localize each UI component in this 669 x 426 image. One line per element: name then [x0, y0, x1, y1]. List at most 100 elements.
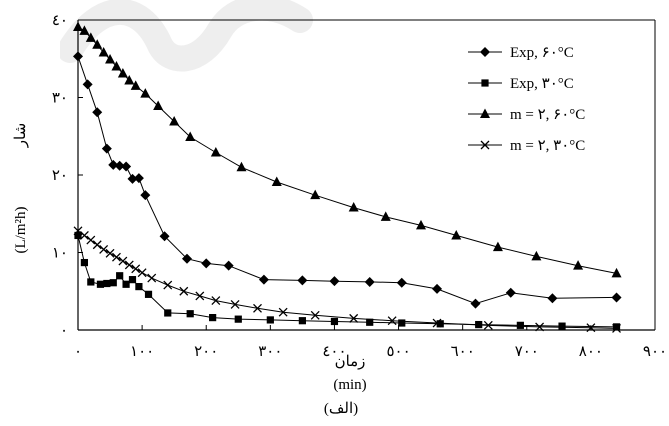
data-point — [179, 286, 189, 296]
data-point — [186, 310, 194, 318]
data-point — [159, 231, 170, 242]
data-point — [137, 268, 147, 278]
y-tick-label: ١٠ — [52, 246, 68, 262]
series-3 — [73, 21, 622, 278]
y-tick-label: ٤٠ — [52, 13, 68, 29]
data-point — [140, 190, 151, 201]
data-point — [86, 235, 96, 245]
data-point — [181, 253, 192, 264]
data-point — [96, 280, 105, 288]
data-point — [535, 322, 545, 332]
data-point — [131, 264, 141, 274]
data-point — [364, 276, 375, 287]
data-point — [101, 143, 112, 154]
data-point — [398, 319, 406, 327]
data-point — [133, 173, 144, 184]
data-point — [127, 173, 138, 184]
data-point — [140, 88, 151, 98]
data-point — [611, 267, 622, 278]
y-axis-unit: (L/m²h) — [13, 207, 29, 254]
series-line — [77, 230, 617, 329]
x-axis-unit: (min) — [333, 377, 366, 393]
data-point — [144, 290, 153, 298]
data-point — [266, 316, 274, 324]
x-tick-label: ٢٠٠ — [194, 344, 218, 360]
x-tick-label: ١٠٠ — [130, 344, 154, 360]
data-point — [111, 61, 122, 71]
data-point — [573, 260, 584, 270]
legend-item: Exp, ۳۰°C — [468, 76, 574, 92]
data-point — [470, 298, 481, 309]
data-point — [105, 54, 116, 64]
series-2 — [74, 231, 621, 331]
data-point — [98, 47, 109, 57]
data-point — [329, 276, 340, 287]
data-point — [612, 323, 621, 331]
x-tick-label: ٦٠٠ — [451, 344, 475, 360]
data-point — [79, 25, 90, 35]
data-point — [396, 277, 407, 288]
data-point — [278, 307, 288, 317]
data-point — [611, 292, 622, 303]
data-point — [516, 321, 524, 329]
legend-label: m = ۲, ۳۰°C — [510, 138, 585, 154]
legend-marker — [480, 108, 490, 118]
data-point — [92, 107, 103, 118]
data-point — [185, 131, 196, 142]
legend-marker — [481, 79, 489, 87]
data-point — [505, 287, 516, 298]
y-tick-label: ٠ — [60, 323, 68, 339]
data-point — [310, 310, 320, 320]
y-axis-title: شار — [13, 123, 29, 148]
legend-item: m = ۲, ۳۰°C — [468, 138, 585, 154]
data-point — [128, 276, 137, 284]
data-point — [73, 226, 83, 236]
data-point — [234, 315, 242, 323]
data-point — [109, 279, 117, 287]
data-point — [258, 274, 269, 285]
data-point — [103, 279, 111, 288]
data-point — [586, 323, 596, 333]
data-point — [432, 283, 443, 294]
data-point — [483, 320, 493, 330]
data-point — [201, 258, 212, 269]
data-point — [74, 231, 82, 240]
data-point — [271, 176, 282, 186]
legend-label: m = ۲, ۶۰°C — [510, 107, 585, 123]
series-4 — [73, 226, 621, 333]
data-point — [121, 161, 132, 172]
data-point — [349, 313, 359, 323]
data-point — [210, 147, 221, 157]
watermark — [60, 0, 313, 72]
series-line — [77, 56, 617, 305]
x-axis-title: زمان — [335, 354, 366, 370]
data-point — [80, 258, 89, 267]
data-point — [122, 280, 130, 288]
data-point — [298, 317, 306, 325]
legend-label: Exp, ۳۰°C — [510, 76, 574, 92]
data-point — [211, 296, 221, 306]
figure-caption: (الف) — [324, 401, 358, 417]
data-point — [117, 67, 128, 78]
data-point — [147, 273, 157, 283]
data-point — [153, 100, 164, 111]
data-point — [432, 318, 442, 328]
data-point — [223, 260, 234, 271]
chart-legend: Exp, ۶۰°C Exp, ۳۰°C m = ۲, ۶۰°C m = ۲, ۳۰°C — [468, 45, 585, 154]
data-point — [195, 291, 205, 301]
chart-series-layer — [73, 21, 622, 333]
data-point — [130, 80, 141, 90]
data-point — [348, 202, 359, 212]
data-point — [169, 116, 180, 126]
data-point — [297, 275, 308, 286]
data-point — [558, 322, 566, 330]
data-point — [253, 303, 262, 313]
data-point — [124, 74, 135, 85]
data-point — [79, 230, 89, 240]
data-point — [163, 280, 173, 290]
data-point — [108, 159, 119, 170]
data-point — [87, 278, 95, 286]
legend-marker — [480, 140, 490, 150]
data-point — [415, 219, 426, 230]
